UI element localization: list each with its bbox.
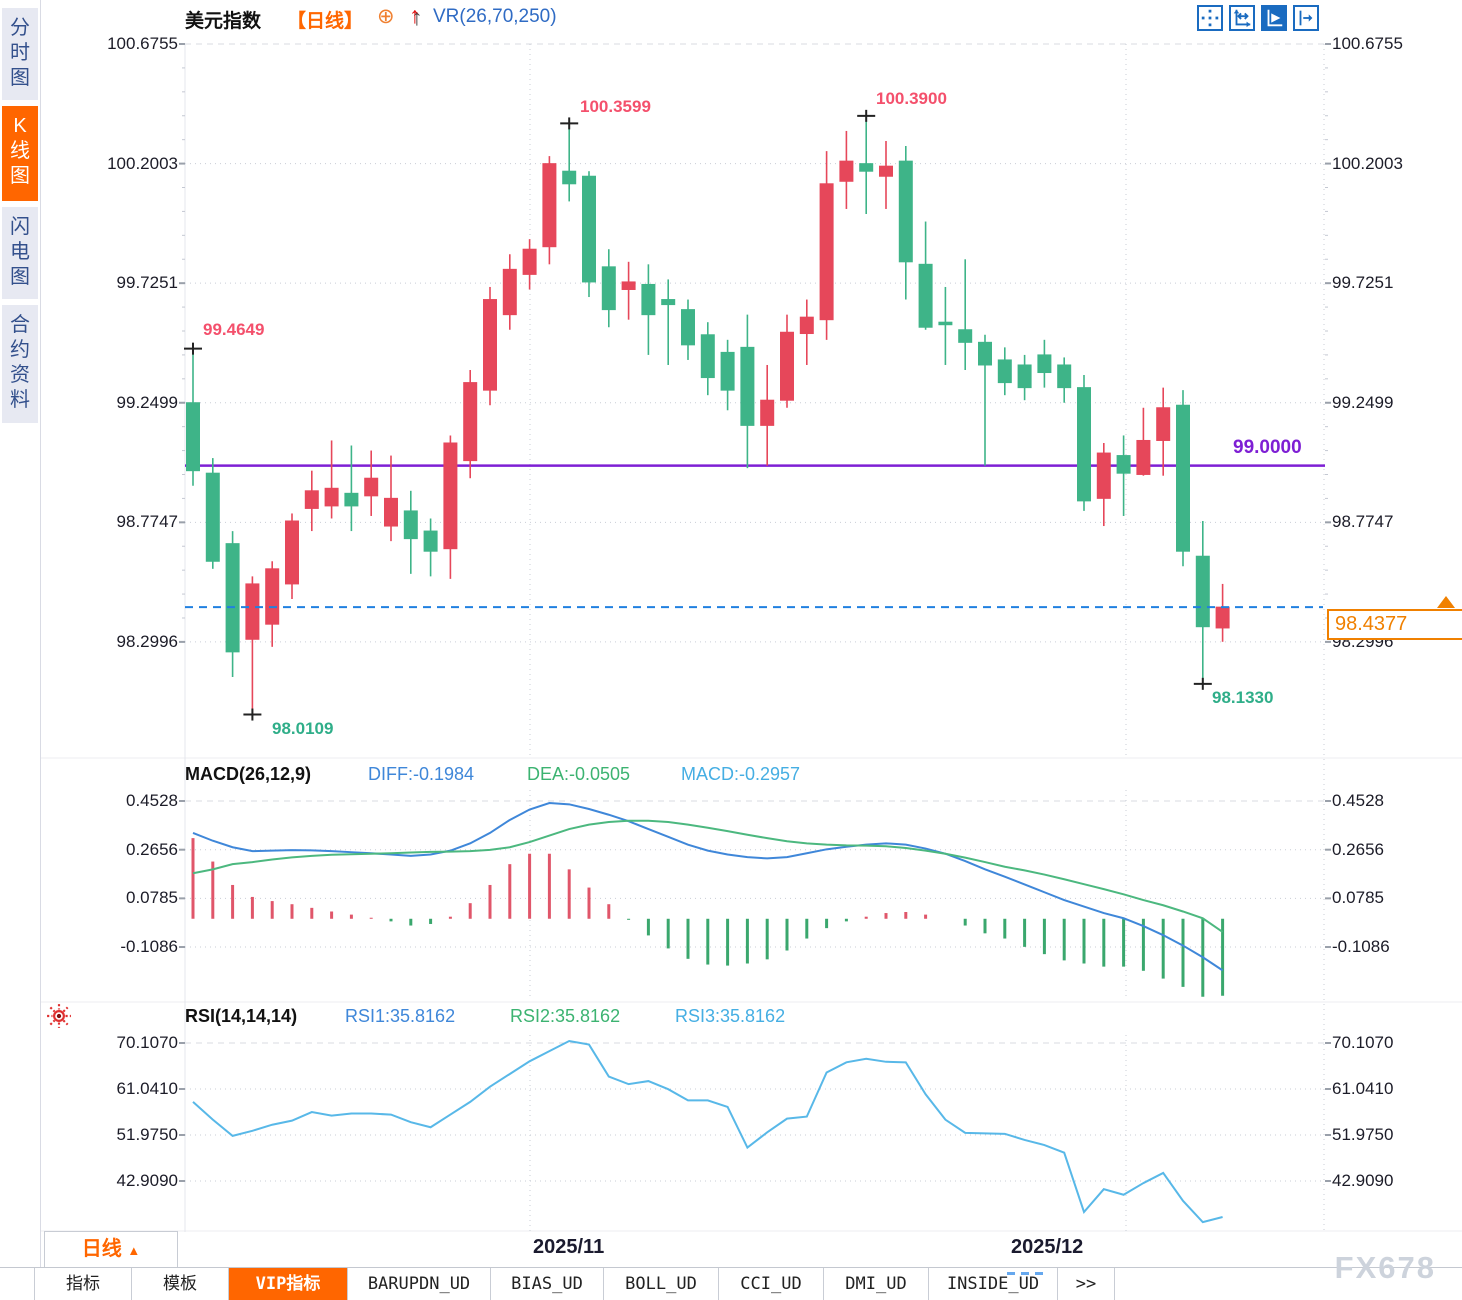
macd-diff-line <box>192 802 1224 972</box>
price-up-triangle-icon <box>1437 596 1455 608</box>
tab-dmi-ud[interactable]: DMI_UD <box>824 1268 929 1300</box>
rsi-axis-label: 42.9090 <box>1332 1171 1394 1190</box>
y-axis-label: 99.2499 <box>116 393 178 412</box>
macd-axis-label: 0.0785 <box>126 888 178 907</box>
macd-indicator-name[interactable]: MACD(26,12,9) <box>185 764 312 784</box>
macd-axis-label: 0.2656 <box>126 840 178 859</box>
symbol-title: 美元指数 <box>185 11 262 32</box>
auto-play-icon[interactable] <box>1261 5 1287 31</box>
macd-dea-value: DEA:-0.0505 <box>527 764 631 784</box>
y-axis-label: 100.2003 <box>107 154 178 173</box>
rsi1-value: RSI1:35.8162 <box>345 1006 456 1026</box>
horizontal-line-label: 99.0000 <box>1233 437 1302 458</box>
rsi-axis-label: 42.9090 <box>116 1171 178 1190</box>
rsi-axis-label: 70.1070 <box>116 1033 178 1052</box>
annotation-peak1: 100.3599 <box>580 97 651 116</box>
y-axis-label: 98.2996 <box>116 632 178 651</box>
annotation-low1: 98.0109 <box>272 719 334 738</box>
tab-vip-indicators[interactable]: VIP指标 <box>229 1268 348 1300</box>
rsi3-value: RSI3:35.8162 <box>675 1006 786 1026</box>
annotation-low2: 98.1330 <box>1212 688 1274 707</box>
rsi-indicator-name[interactable]: RSI(14,14,14) <box>185 1006 298 1026</box>
y-axis-label: 100.2003 <box>1332 154 1403 173</box>
rsi-axis-label: 51.9750 <box>116 1125 178 1144</box>
tab-scroll-indicator[interactable] <box>1007 1272 1049 1275</box>
sidebar-item-time-chart[interactable]: 分时图 <box>2 8 38 100</box>
rsi-axis-label: 51.9750 <box>1332 1125 1394 1144</box>
macd-diff-value: DIFF:-0.1984 <box>368 764 475 784</box>
indicator-settings-sun-icon[interactable] <box>46 1003 72 1029</box>
y-axis-label: 98.7747 <box>116 512 178 531</box>
y-axis-label: 99.2499 <box>1332 393 1394 412</box>
tab-boll-ud[interactable]: BOLL_UD <box>604 1268 719 1300</box>
macd-axis-label: 0.2656 <box>1332 840 1384 859</box>
sidebar-item-contract-info[interactable]: 合约资料 <box>2 305 38 423</box>
macd-axis-label: 0.4528 <box>126 791 178 810</box>
y-axis-label: 100.6755 <box>107 34 178 53</box>
tab-templates[interactable]: 模板 <box>132 1268 229 1300</box>
candles-layer <box>186 115 1230 715</box>
macd-axis-label: 0.4528 <box>1332 791 1384 810</box>
indicator-tab-bar: 指标 模板 VIP指标 BARUPDN_UD BIAS_UD BOLL_UD C… <box>0 1267 1462 1300</box>
axis-range-icon[interactable] <box>1229 5 1255 31</box>
period-tag[interactable]: 【日线】 <box>287 11 364 32</box>
panel-separators <box>41 757 1462 1232</box>
tab-cci-ud[interactable]: CCI_UD <box>719 1268 824 1300</box>
jump-to-latest-icon[interactable] <box>1293 5 1319 31</box>
triangle-up-icon: ▲ <box>127 1243 141 1258</box>
tab-indicators[interactable]: 指标 <box>34 1268 132 1300</box>
tab-inside-ud[interactable]: INSIDE_UD <box>929 1268 1058 1300</box>
y-axis-label: 100.6755 <box>1332 34 1403 53</box>
y-axis-label: 99.7251 <box>1332 273 1394 292</box>
y-axis-label: 98.7747 <box>1332 512 1394 531</box>
period-selector-label: 日线 <box>81 1238 122 1260</box>
macd-histogram <box>191 838 1225 997</box>
annotation-peak2: 100.3900 <box>876 89 947 108</box>
macd-axis-label: -0.1086 <box>120 937 178 956</box>
y-axis-label: 99.7251 <box>116 273 178 292</box>
macd-axis-label: -0.1086 <box>1332 937 1390 956</box>
up-arrow-icon: ↑ <box>409 2 421 28</box>
gridlines <box>184 43 1325 1232</box>
rsi-axis-label: 61.0410 <box>116 1079 178 1098</box>
macd-dea-line <box>192 819 1224 933</box>
extreme-markers <box>184 109 1212 721</box>
macd-axis-label: 0.0785 <box>1332 888 1384 907</box>
period-selector[interactable]: 日线 ▲ <box>44 1231 178 1268</box>
rsi-line <box>192 1039 1223 1224</box>
last-price-box: 98.4377 <box>1327 609 1462 640</box>
annotation-start-high: 99.4649 <box>203 320 265 339</box>
axis-ticks <box>179 43 1331 1182</box>
rsi-axis-label: 61.0410 <box>1332 1079 1394 1098</box>
x-axis-label-nov: 2025/11 <box>533 1236 605 1258</box>
pan-crosshair-icon[interactable] <box>1197 5 1223 31</box>
tab-bias-ud[interactable]: BIAS_UD <box>491 1268 604 1300</box>
vr-indicator-label[interactable]: VR(26,70,250) <box>433 6 557 27</box>
rsi-axis-label: 70.1070 <box>1332 1033 1394 1052</box>
x-axis-label-dec: 2025/12 <box>1011 1236 1084 1258</box>
macd-value: MACD:-0.2957 <box>681 764 801 784</box>
chart-type-sidebar: 分时图 K线图 闪电图 合约资料 <box>0 0 41 1300</box>
tab-barupdn-ud[interactable]: BARUPDN_UD <box>348 1268 491 1300</box>
rsi2-value: RSI2:35.8162 <box>510 1006 621 1026</box>
target-icon[interactable]: ⊕ <box>377 5 395 28</box>
sidebar-item-flash-chart[interactable]: 闪电图 <box>2 207 38 299</box>
tab-more-chevron[interactable]: >> <box>1058 1268 1115 1300</box>
sidebar-item-kline-chart[interactable]: K线图 <box>2 106 38 201</box>
